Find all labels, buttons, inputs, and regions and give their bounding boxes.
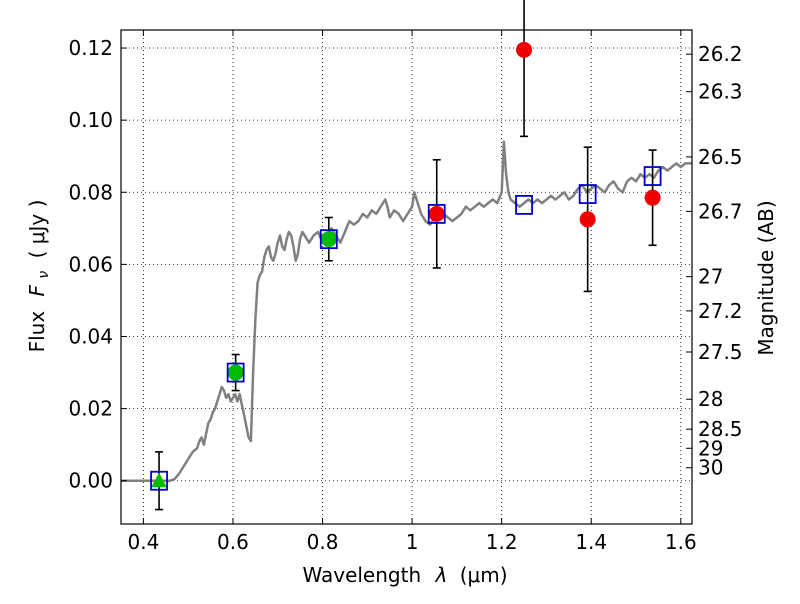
y-tick-label: 0.04 [68,324,113,348]
plot-frame [120,29,693,525]
x-tick-label: 1.4 [575,530,607,554]
x-axis-label-symbol: λ [435,563,448,587]
mag-tick-label: 26.7 [698,199,743,223]
observed-point-green [227,364,244,381]
y-tick-label: 0.10 [68,108,113,132]
y-tick-label: 0.08 [68,180,113,204]
x-axis-label: Wavelength λ (μm) [302,563,507,587]
mag-tick-label: 27 [698,265,723,289]
observed-point-red [579,211,596,228]
mag-tick-label: 26.2 [698,42,743,66]
observed-point-red [516,41,533,58]
x-tick-label: 1.2 [486,530,518,554]
model-photometry-square [643,166,662,186]
x-axis-label-prefix: Wavelength [302,563,421,587]
points-layer [150,0,662,511]
observed-point-red [644,189,661,206]
mag-tick-label: 26.3 [698,80,743,104]
model-photometry-square [578,184,597,204]
observed-point-red [428,205,445,222]
x-tick-label: 1.6 [665,530,697,554]
y-tick-label: 0.00 [68,469,113,493]
x-tick-label: 0.8 [307,530,339,554]
model-photometry-square [427,203,446,224]
x-tick-label: 1 [406,530,419,554]
y-tick-label: 0.06 [68,252,113,276]
mag-tick-label: 29 [698,436,723,460]
model-layer [121,140,692,482]
observed-point-triangle [151,472,167,488]
grid-layer [121,30,692,524]
mag-tick-label: 27.5 [698,340,743,364]
y-axis-label-unit: ( μJy ) [25,200,49,259]
model-photometry-square [226,362,245,383]
y-tick-label: 0.02 [68,397,113,421]
model-spectrum-line [121,140,692,482]
model-photometry-square [319,229,338,250]
model-photometry-square [515,194,533,215]
mag-tick-label: 26.5 [698,145,743,169]
mag-tick-label: 27.2 [698,299,743,323]
ticks-layer: 0.4 0.6 0.8 1 1.2 1.4 1.6 0.00 0.02 0.04 0.06 0.08 0… [68,30,743,554]
mag-tick-label: 28 [698,387,723,411]
x-axis-label-unit: (μm) [460,563,508,587]
y-axis-label-subscript: ν [36,271,52,279]
y-axis-label-prefix: Flux [25,311,49,353]
mag-tick-label: 30 [698,456,723,480]
mag-tick-label: 28.5 [698,417,743,441]
y-axis-label: Flux F ν ( μJy ) [25,200,53,353]
y2-axis-label: Magnitude (AB) [754,200,778,355]
y-axis-label-symbol: F [25,284,49,296]
x-tick-label: 0.4 [127,530,159,554]
model-photometry-square [150,470,168,491]
observed-point-green [320,231,337,248]
x-tick-label: 0.6 [217,530,249,554]
y-tick-label: 0.12 [68,36,113,60]
